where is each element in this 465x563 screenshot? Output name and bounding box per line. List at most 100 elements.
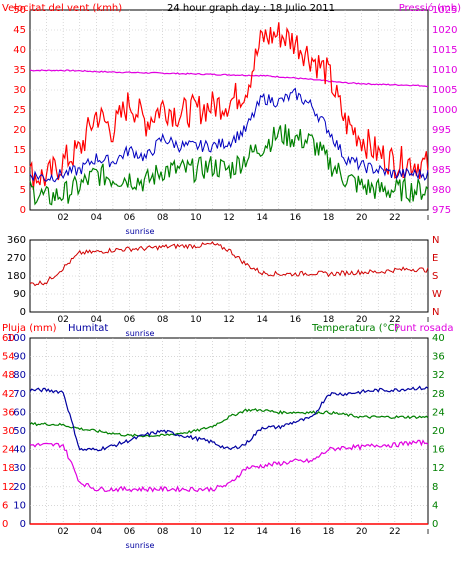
rain-tick-0: 0 [2, 519, 8, 530]
rain-tick-1: 6 [2, 500, 8, 511]
x-tick-1-06: 06 [124, 213, 136, 223]
wind-tick-1-7: 35 [13, 65, 26, 76]
x-tick-2-20: 20 [356, 315, 368, 325]
pressure-line [29, 69, 429, 88]
pressure-axis-title: Pressió (mb) [399, 2, 461, 14]
x-tick-end-1: ı [427, 213, 430, 223]
wind-tick-1-9: 45 [13, 25, 26, 36]
dir-tick-2-1: 90 [13, 289, 26, 300]
x-tick-3-04: 04 [91, 527, 103, 537]
sunrise-label-2: sunrise [126, 329, 155, 338]
x-tick-1-02: 02 [57, 213, 68, 223]
humidity-tick-3-8: 80 [13, 370, 26, 381]
pressure-tick-1-10: 1025 [432, 5, 457, 16]
wind-tick-1-3: 15 [13, 145, 26, 156]
x-tick-1-04: 04 [91, 213, 103, 223]
wind-tick-1-4: 20 [13, 125, 26, 136]
humidity-axis-title: Humitat [68, 323, 108, 334]
humidity-tick-3-10: 100 [7, 333, 26, 344]
x-tick-2-08: 08 [157, 315, 169, 325]
x-tick-2-18: 18 [323, 315, 335, 325]
temp-tick-3-10: 40 [432, 333, 445, 344]
x-tick-3-20: 20 [356, 527, 368, 537]
temp-tick-3-8: 32 [432, 370, 445, 381]
humidity-tick-3-0: 0 [20, 519, 26, 530]
dewpoint-axis-title: Punt rosada [394, 323, 453, 334]
x-tick-3-22: 22 [389, 527, 400, 537]
x-tick-1-22: 22 [389, 213, 400, 223]
wind-tick-1-1: 5 [20, 185, 26, 196]
temperature-axis-title: Temperatura (°C) [311, 323, 399, 334]
temp-tick-3-2: 8 [432, 482, 438, 493]
pressure-tick-1-0: 975 [432, 205, 451, 216]
wind-tick-1-2: 10 [13, 165, 26, 176]
rain-axis-title: Pluja (mm) [2, 323, 57, 334]
series-layer [29, 22, 429, 525]
humidity-tick-3-9: 90 [13, 352, 26, 363]
pressure-tick-1-9: 1020 [432, 25, 457, 36]
humidity-tick-3-3: 30 [13, 463, 26, 474]
compass-tick-2-0: N [432, 307, 439, 318]
pressure-tick-1-1: 980 [432, 185, 451, 196]
x-tick-end-2: ı [427, 315, 430, 325]
humidity-line [29, 385, 429, 452]
compass-tick-2-4: N [432, 235, 439, 246]
sunrise-label-3: sunrise [126, 541, 155, 550]
humidity-tick-3-2: 20 [13, 482, 26, 493]
x-tick-3-12: 12 [223, 527, 234, 537]
x-tick-2-12: 12 [223, 315, 234, 325]
x-tick-3-08: 08 [157, 527, 169, 537]
x-tick-2-10: 10 [190, 315, 202, 325]
wind-tick-1-6: 30 [13, 85, 26, 96]
pressure-tick-1-5: 1000 [432, 105, 457, 116]
humidity-tick-3-4: 40 [13, 445, 26, 456]
humidity-tick-3-6: 60 [13, 407, 26, 418]
wind-tick-1-8: 40 [13, 45, 26, 56]
x-tick-1-08: 08 [157, 213, 169, 223]
compass-tick-2-3: E [432, 253, 438, 264]
temperature-line [29, 408, 429, 438]
pressure-tick-1-2: 985 [432, 165, 451, 176]
temp-tick-3-0: 0 [432, 519, 438, 530]
rain-tick-2: 12 [2, 482, 15, 493]
rain-tick-3: 18 [2, 463, 15, 474]
rain-tick-5: 30 [2, 426, 15, 437]
wind-direction-line [29, 241, 429, 287]
humidity-tick-3-7: 70 [13, 389, 26, 400]
dewpoint-line [29, 439, 429, 493]
humidity-tick-3-1: 10 [13, 500, 26, 511]
wind-avg-line [29, 124, 429, 206]
x-tick-1-20: 20 [356, 213, 368, 223]
pressure-tick-1-4: 995 [432, 125, 451, 136]
x-tick-2-04: 04 [91, 315, 103, 325]
compass-tick-2-1: W [432, 289, 442, 300]
tick-labels: 0510152025303540455097598098599099510001… [2, 5, 457, 537]
rain-tick-9: 54 [2, 352, 15, 363]
x-tick-2-06: 06 [124, 315, 136, 325]
rain-tick-7: 42 [2, 389, 15, 400]
x-tick-3-18: 18 [323, 527, 335, 537]
pressure-tick-1-6: 1005 [432, 85, 457, 96]
rain-tick-6: 36 [2, 407, 15, 418]
temp-tick-3-1: 4 [432, 500, 438, 511]
x-tick-3-06: 06 [124, 527, 136, 537]
x-tick-2-16: 16 [290, 315, 302, 325]
dir-tick-2-4: 360 [7, 235, 26, 246]
temp-tick-3-5: 20 [432, 426, 445, 437]
temp-tick-3-4: 16 [432, 445, 445, 456]
x-tick-3-02: 02 [57, 527, 68, 537]
x-tick-3-14: 14 [256, 527, 268, 537]
x-tick-1-16: 16 [290, 213, 302, 223]
wind-tick-1-10: 50 [13, 5, 26, 16]
dir-tick-2-2: 180 [7, 271, 26, 282]
x-tick-1-12: 12 [223, 213, 234, 223]
temp-tick-3-3: 12 [432, 463, 445, 474]
x-tick-3-16: 16 [290, 527, 302, 537]
dir-tick-2-0: 0 [20, 307, 26, 318]
x-tick-1-10: 10 [190, 213, 202, 223]
wind-tick-1-0: 0 [20, 205, 26, 216]
rain-tick-10: 60 [2, 333, 15, 344]
x-tick-2-02: 02 [57, 315, 68, 325]
